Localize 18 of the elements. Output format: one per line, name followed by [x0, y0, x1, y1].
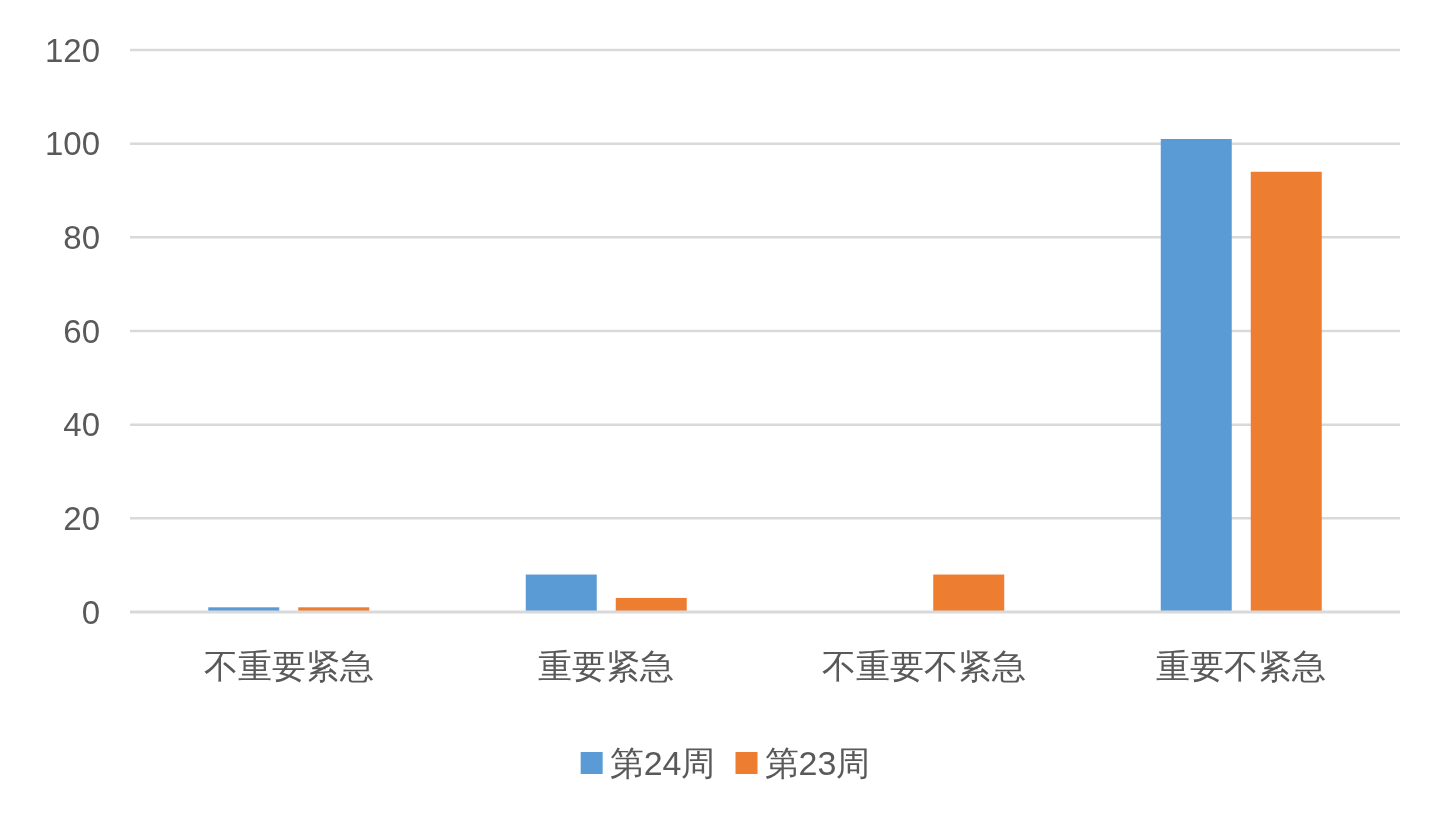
y-tick-label: 80	[63, 218, 100, 256]
bar	[1250, 171, 1322, 612]
y-tick-label: 40	[63, 406, 100, 444]
legend-label: 第23周	[764, 744, 871, 782]
legend-label: 第24周	[609, 744, 716, 782]
y-tick-label: 0	[81, 593, 100, 631]
bar	[933, 574, 1005, 612]
x-tick-label: 不重要紧急	[203, 647, 374, 685]
y-tick-label: 20	[63, 499, 100, 537]
y-tick-label: 60	[63, 312, 100, 350]
y-tick-label: 100	[44, 125, 100, 163]
bar	[1160, 138, 1232, 612]
x-tick-label: 不重要不紧急	[821, 647, 1026, 685]
bar	[525, 574, 597, 612]
x-tick-label: 重要不紧急	[1156, 647, 1327, 685]
y-tick-label: 120	[44, 31, 100, 69]
bar	[615, 597, 687, 612]
x-tick-label: 重要紧急	[538, 647, 675, 685]
